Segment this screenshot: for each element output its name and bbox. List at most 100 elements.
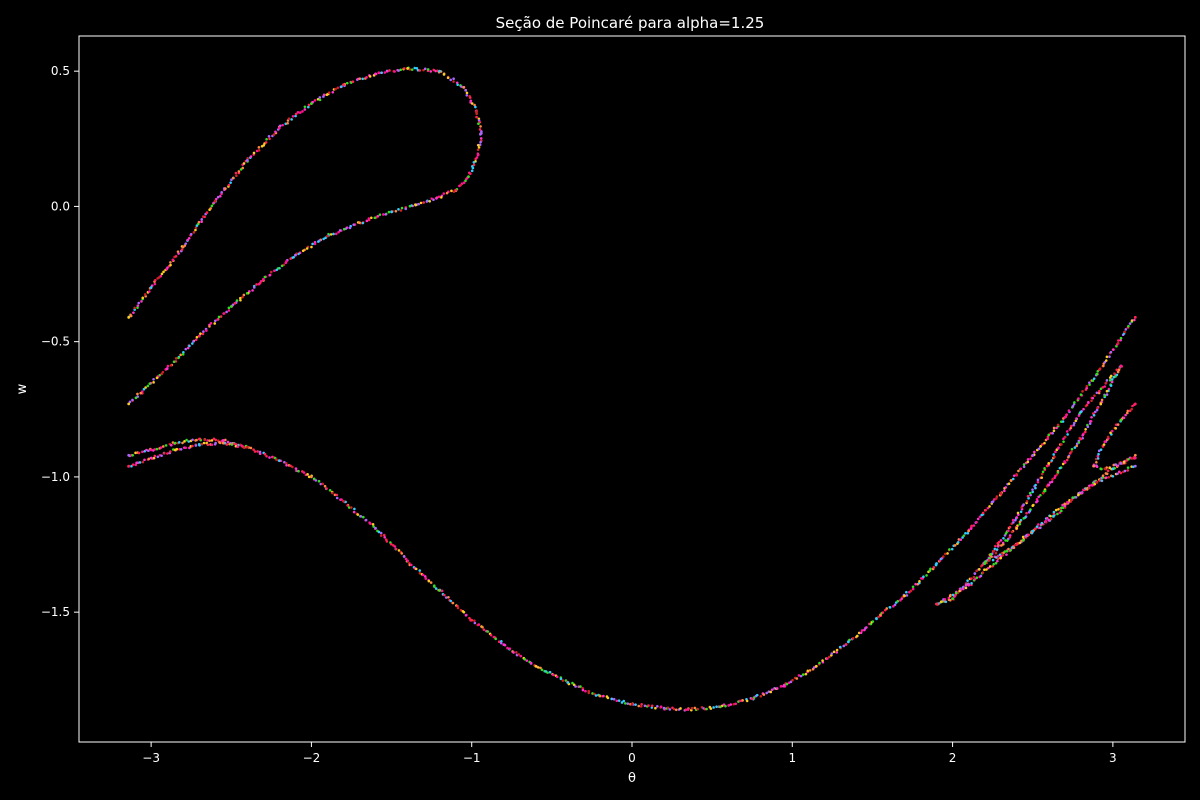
scatter-point xyxy=(1009,548,1012,552)
scatter-point xyxy=(470,618,474,622)
scatter-point xyxy=(1055,473,1059,476)
scatter-point xyxy=(393,545,397,548)
scatter-point xyxy=(718,705,722,709)
scatter-point xyxy=(181,353,185,356)
scatter-point xyxy=(264,141,268,144)
scatter-point xyxy=(1114,423,1118,426)
scatter-point xyxy=(643,704,647,708)
scatter-point xyxy=(967,583,971,587)
scatter-point xyxy=(255,283,258,286)
scatter-point xyxy=(1015,516,1019,519)
scatter-point xyxy=(177,356,180,360)
scatter-point xyxy=(791,678,794,682)
scatter-point xyxy=(160,272,164,276)
scatter-point xyxy=(174,357,178,360)
scatter-point xyxy=(1096,454,1100,458)
scatter-point xyxy=(1066,433,1069,436)
scatter-point xyxy=(1033,527,1037,531)
scatter-point xyxy=(433,585,436,588)
scatter-point xyxy=(134,451,137,455)
scatter-point xyxy=(976,517,980,521)
scatter-point xyxy=(446,76,450,80)
scatter-point xyxy=(1049,514,1052,518)
scatter-point xyxy=(256,450,259,453)
scatter-point xyxy=(1091,379,1095,382)
scatter-point xyxy=(656,705,659,708)
scatter-point xyxy=(1075,442,1079,446)
scatter-point xyxy=(1105,393,1109,396)
scatter-point xyxy=(436,69,439,73)
scatter-point xyxy=(972,524,976,527)
scatter-point xyxy=(1068,452,1072,455)
scatter-point xyxy=(1015,473,1018,476)
scatter-point xyxy=(1119,471,1123,475)
scatter-point xyxy=(253,450,257,453)
scatter-point xyxy=(148,382,151,385)
scatter-point xyxy=(1061,462,1065,466)
scatter-point xyxy=(647,704,650,707)
scatter-point xyxy=(321,482,325,486)
scatter-point xyxy=(210,204,214,208)
scatter-point xyxy=(1063,461,1067,464)
scatter-point xyxy=(857,631,861,635)
scatter-point xyxy=(152,381,155,384)
scatter-point xyxy=(1133,456,1137,460)
scatter-point xyxy=(310,245,313,249)
scatter-point xyxy=(984,508,987,512)
scatter-point xyxy=(381,213,385,216)
scatter-point xyxy=(265,137,268,141)
scatter-point xyxy=(975,576,979,579)
scatter-point xyxy=(814,664,818,668)
scatter-point xyxy=(1026,458,1030,461)
scatter-point xyxy=(234,171,238,175)
scatter-point xyxy=(370,216,373,220)
scatter-point xyxy=(947,596,951,600)
scatter-point xyxy=(210,439,214,442)
scatter-point xyxy=(994,561,998,565)
scatter-point xyxy=(892,605,895,608)
scatter-point xyxy=(184,347,188,351)
scatter-point xyxy=(1073,446,1077,449)
scatter-point xyxy=(184,446,188,450)
scatter-point xyxy=(294,114,297,118)
scatter-point xyxy=(999,491,1003,495)
scatter-point xyxy=(1101,476,1105,479)
scatter-point xyxy=(911,587,915,591)
scatter-point xyxy=(1031,453,1035,457)
scatter-point xyxy=(169,364,173,367)
scatter-point xyxy=(775,687,779,690)
scatter-point xyxy=(422,201,426,204)
scatter-point xyxy=(1117,339,1120,342)
scatter-point xyxy=(1005,553,1008,556)
scatter-point xyxy=(221,438,225,442)
scatter-point xyxy=(384,213,388,216)
scatter-point xyxy=(602,694,605,698)
scatter-point xyxy=(197,334,201,338)
scatter-point xyxy=(346,504,349,507)
scatter-point xyxy=(1075,444,1079,448)
scatter-point xyxy=(571,681,574,685)
scatter-point xyxy=(1106,469,1110,473)
scatter-point xyxy=(477,122,480,126)
scatter-point xyxy=(914,582,917,586)
scatter-point xyxy=(222,312,225,315)
scatter-point xyxy=(598,694,602,698)
scatter-point xyxy=(561,679,565,682)
scatter-point xyxy=(594,694,598,697)
scatter-point xyxy=(342,227,346,231)
scatter-point xyxy=(310,102,313,106)
scatter-point xyxy=(427,579,431,583)
scatter-point xyxy=(940,600,943,603)
scatter-point xyxy=(1072,423,1076,427)
scatter-point xyxy=(1003,550,1007,553)
scatter-point xyxy=(184,242,188,245)
scatter-point xyxy=(326,234,329,238)
scatter-point xyxy=(905,590,908,594)
scatter-point xyxy=(662,706,666,710)
scatter-point xyxy=(255,149,259,153)
scatter-point xyxy=(1027,496,1030,500)
scatter-point xyxy=(127,464,131,468)
scatter-point xyxy=(767,690,771,693)
scatter-point xyxy=(1049,517,1053,521)
scatter-point xyxy=(383,71,387,74)
